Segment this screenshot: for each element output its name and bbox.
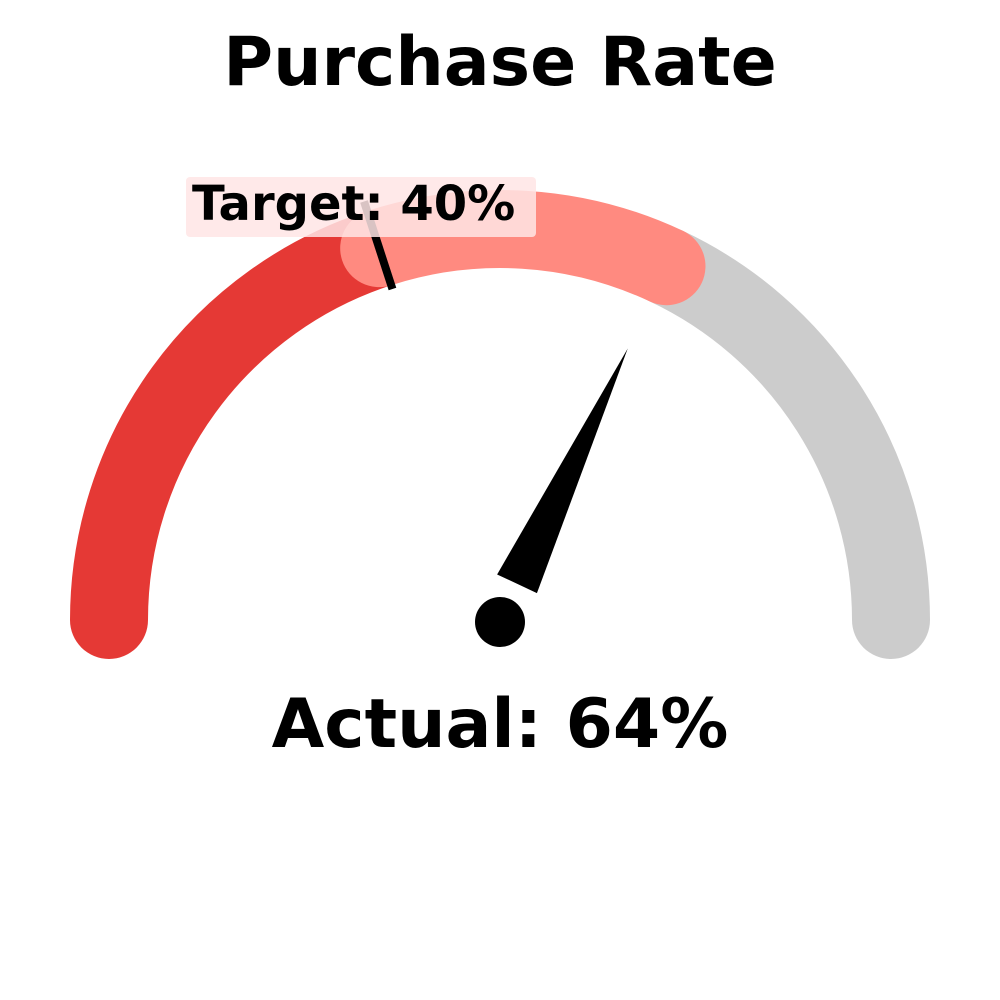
gauge-bands — [70, 190, 930, 659]
gauge-band-1 — [70, 209, 419, 659]
target-label-background — [186, 177, 536, 237]
gauge-needle — [497, 348, 628, 594]
needle-hub — [475, 597, 525, 647]
actual-value-label: Actual: 64% — [272, 685, 729, 764]
target-label: Target: 40% — [192, 176, 515, 232]
gauge-band-3 — [627, 227, 930, 659]
chart-title: Purchase Rate — [223, 23, 777, 102]
